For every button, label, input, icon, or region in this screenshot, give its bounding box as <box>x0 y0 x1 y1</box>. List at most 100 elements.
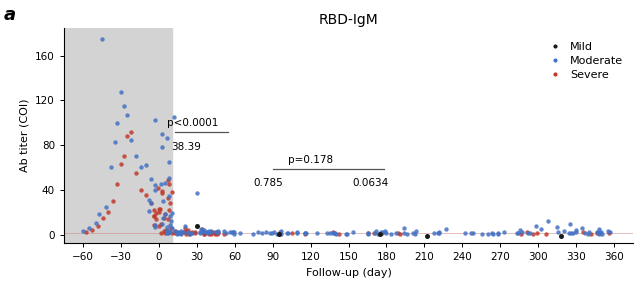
Point <box>198 229 209 234</box>
Point <box>202 230 212 234</box>
Point <box>493 232 504 237</box>
Point <box>154 207 164 211</box>
Point <box>203 231 213 236</box>
Point <box>190 229 200 234</box>
Point <box>180 229 191 234</box>
Point <box>182 230 193 234</box>
Point <box>126 129 136 134</box>
Point <box>411 229 421 234</box>
Point <box>395 232 405 236</box>
Point <box>287 231 298 235</box>
Point <box>525 230 535 235</box>
Point <box>158 216 168 220</box>
Point <box>597 231 607 236</box>
Point <box>532 231 543 235</box>
Point <box>385 232 396 236</box>
Point <box>552 224 563 229</box>
Point <box>112 182 122 186</box>
Point <box>148 214 159 219</box>
Point <box>149 208 159 213</box>
Point <box>161 228 172 232</box>
Point <box>118 104 129 108</box>
Point <box>84 225 95 230</box>
Point <box>160 212 170 216</box>
Point <box>199 227 209 232</box>
Point <box>157 191 167 196</box>
Point <box>516 232 526 236</box>
Point <box>476 232 486 236</box>
Point <box>300 231 310 236</box>
Point <box>276 229 286 234</box>
Point <box>552 230 563 234</box>
Point <box>175 232 186 236</box>
Point <box>340 231 351 236</box>
Point <box>154 210 164 215</box>
Point <box>292 230 302 235</box>
Point <box>187 230 197 235</box>
Point <box>146 176 156 181</box>
Point <box>170 231 180 235</box>
Point <box>410 231 420 236</box>
Point <box>164 194 174 198</box>
Point <box>211 232 221 236</box>
Point <box>175 231 185 236</box>
Point <box>189 230 200 235</box>
Point <box>173 231 183 235</box>
Point <box>157 188 168 193</box>
Point <box>399 226 409 231</box>
Point <box>162 225 172 229</box>
Point <box>167 231 177 235</box>
Point <box>274 232 284 236</box>
Point <box>146 201 156 205</box>
Point <box>187 231 197 235</box>
Point <box>164 229 174 234</box>
Point <box>165 230 175 235</box>
Point <box>91 221 101 226</box>
Point <box>161 229 172 234</box>
Point <box>170 230 180 234</box>
Point <box>162 135 172 140</box>
Point <box>197 227 207 232</box>
Point <box>235 231 245 236</box>
Point <box>261 229 271 234</box>
Point <box>210 230 220 235</box>
Point <box>536 227 546 231</box>
Point <box>257 231 267 235</box>
Point <box>371 229 381 234</box>
Point <box>265 231 275 236</box>
Point <box>493 231 503 235</box>
Point <box>164 182 174 187</box>
Point <box>219 232 229 237</box>
Point <box>199 231 209 236</box>
Point <box>198 230 208 235</box>
Point <box>487 231 497 235</box>
Point <box>116 162 126 166</box>
Point <box>163 178 173 182</box>
Point <box>435 230 445 234</box>
Point <box>184 232 195 237</box>
Point <box>213 231 223 236</box>
Point <box>312 231 322 235</box>
Point <box>488 231 498 236</box>
Point <box>136 165 147 170</box>
Point <box>440 227 451 231</box>
Text: a: a <box>3 6 15 24</box>
Point <box>522 230 532 234</box>
X-axis label: Follow-up (day): Follow-up (day) <box>306 268 392 278</box>
Point <box>176 229 186 233</box>
Point <box>205 231 216 235</box>
Point <box>376 230 386 235</box>
Point <box>174 230 184 234</box>
Point <box>206 230 216 235</box>
Point <box>164 160 175 165</box>
Point <box>154 207 164 211</box>
Point <box>146 200 156 205</box>
Point <box>211 230 221 235</box>
Point <box>206 232 216 237</box>
Point <box>402 231 412 236</box>
Point <box>179 229 189 234</box>
Point <box>292 231 302 235</box>
Point <box>182 228 193 232</box>
Point <box>558 229 568 233</box>
Point <box>167 211 177 216</box>
